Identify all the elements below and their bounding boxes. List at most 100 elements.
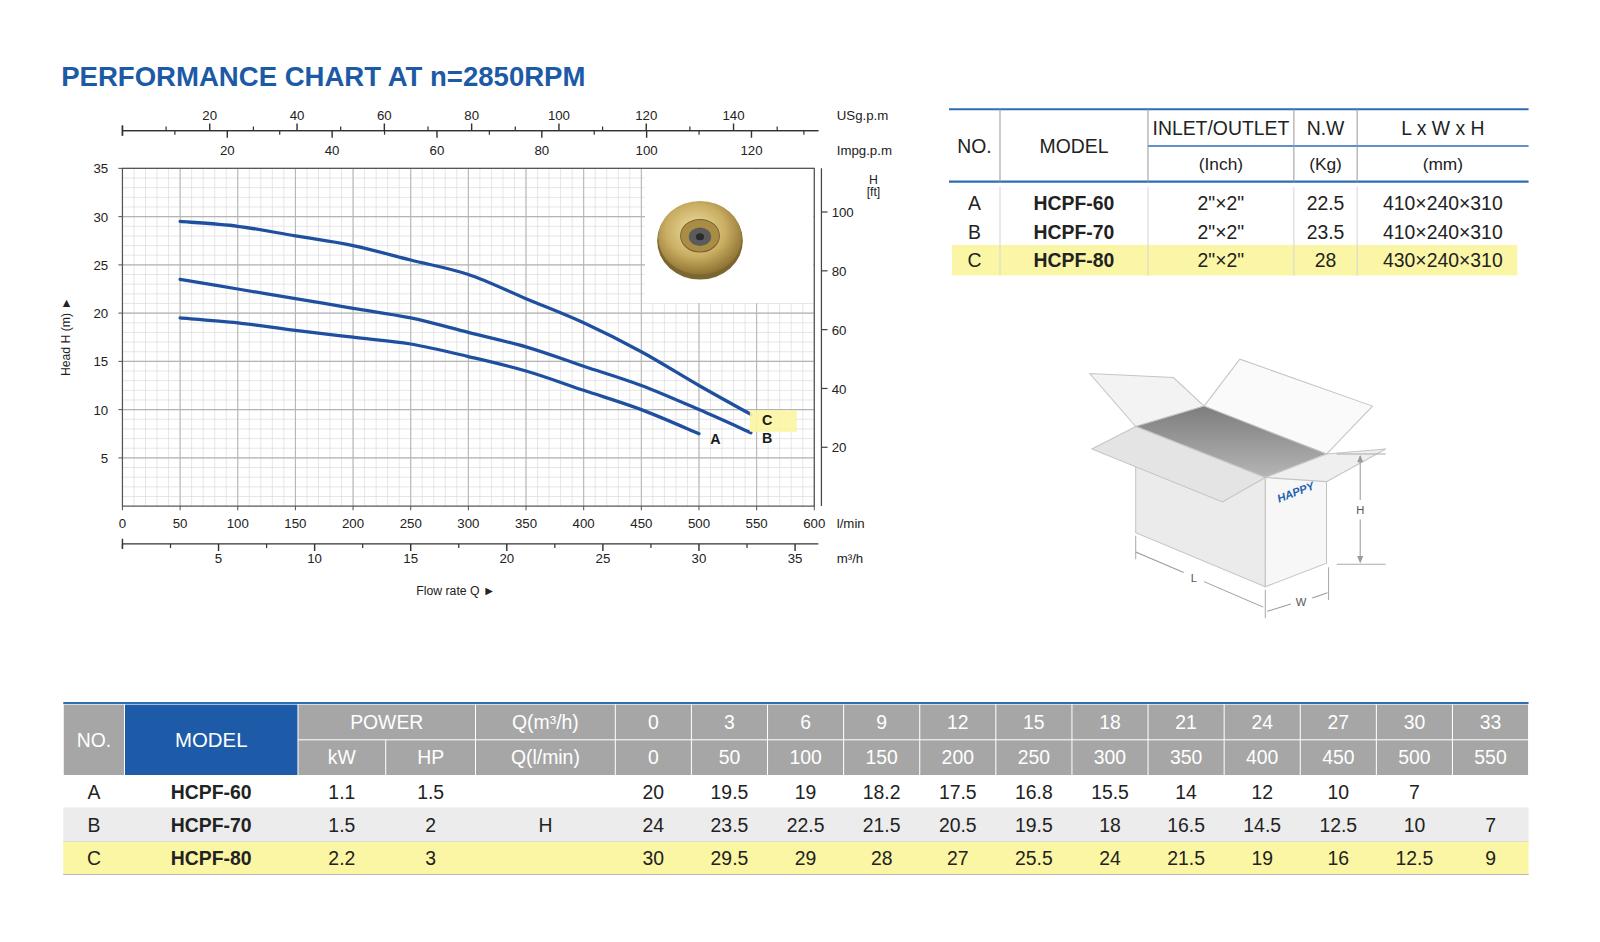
plot-background	[122, 168, 814, 506]
curve-label: C	[762, 412, 772, 428]
polygon	[1357, 455, 1363, 462]
grid-line	[180, 168, 181, 506]
column-head: 300	[1094, 746, 1127, 768]
header-cell	[996, 740, 1071, 775]
column-head: 30	[1404, 711, 1426, 733]
column-head: 0	[648, 746, 659, 768]
table-divider	[1357, 187, 1358, 276]
tick	[558, 123, 559, 130]
cell: HCPF-70	[1034, 221, 1115, 243]
grid-line	[237, 168, 238, 506]
tick	[646, 131, 647, 138]
tick	[295, 506, 296, 510]
tick	[227, 131, 228, 138]
tick	[118, 457, 122, 458]
axis-title: [ft]	[867, 185, 881, 199]
tick-label: 200	[342, 516, 364, 531]
tick	[526, 506, 527, 510]
header-cell	[476, 740, 615, 775]
column-head: 400	[1246, 746, 1279, 768]
cell: HCPF-70	[171, 814, 252, 836]
dimension-line	[1360, 456, 1361, 500]
cell: 19	[795, 781, 817, 803]
tick-label: 0	[119, 516, 126, 531]
tick	[506, 544, 507, 551]
dimension-line	[1337, 564, 1386, 565]
cell: 9	[1485, 847, 1496, 869]
tick	[118, 313, 122, 314]
axis-end	[122, 539, 123, 549]
minor-grid-line	[214, 168, 215, 506]
minor-tick	[698, 131, 699, 135]
grid-line	[122, 361, 814, 362]
tick	[821, 388, 827, 389]
minor-tick	[170, 544, 171, 548]
cell: 14.5	[1243, 814, 1281, 836]
table-divider	[999, 187, 1000, 276]
minor-grid-line	[526, 168, 527, 506]
curve	[180, 221, 751, 414]
minor-grid-line	[410, 168, 411, 506]
header-cell	[996, 705, 1071, 740]
minor-grid-line	[479, 168, 480, 506]
header-cell	[1301, 705, 1376, 740]
minor-grid-line	[157, 168, 158, 506]
axis-unit: l/min	[837, 516, 865, 531]
tick-label: 60	[430, 143, 445, 158]
minor-grid-line	[318, 168, 319, 506]
tick-label: 35	[93, 161, 108, 176]
cell: A	[968, 192, 981, 214]
header-cell	[1377, 740, 1452, 775]
cell: 430×240×310	[1383, 249, 1503, 271]
column-head: MODEL	[175, 729, 248, 751]
tick	[122, 506, 123, 510]
row-rule	[63, 874, 1528, 875]
axis-end	[122, 126, 123, 136]
cell: 12.5	[1396, 847, 1434, 869]
cell: 19	[1251, 847, 1273, 869]
column-head: NO.	[957, 135, 991, 157]
minor-tick	[384, 131, 385, 135]
minor-tick	[279, 131, 280, 135]
column-head: 150	[866, 746, 899, 768]
minor-grid-line	[422, 168, 423, 506]
minor-grid-line	[629, 168, 630, 506]
impeller-bore	[696, 233, 704, 240]
header-cell	[616, 740, 691, 775]
column-head: 250	[1018, 746, 1051, 768]
cell: 19.5	[711, 781, 749, 803]
column-head: 3	[724, 711, 735, 733]
minor-grid-line	[583, 168, 584, 506]
minor-tick	[122, 544, 123, 548]
cell: 2"×2"	[1198, 249, 1245, 271]
tick-label: 80	[464, 108, 479, 123]
minor-grid-line	[145, 168, 146, 506]
header-cell	[768, 740, 843, 775]
cell: C	[967, 249, 981, 271]
tick	[794, 544, 795, 551]
tick-label: 25	[596, 551, 611, 566]
cell: HCPF-80	[1034, 249, 1115, 271]
minor-grid-line	[595, 168, 596, 506]
tick-label: 140	[722, 108, 744, 123]
tick	[331, 131, 332, 138]
title: PERFORMANCE CHART AT n=2850RPM	[61, 61, 585, 92]
tick	[296, 123, 297, 130]
table-divider	[1147, 109, 1148, 181]
tick	[541, 131, 542, 138]
tick-label: 150	[284, 516, 306, 531]
dimension-line	[1265, 590, 1266, 619]
minor-grid-line	[572, 168, 573, 506]
dimension-line	[1328, 567, 1329, 600]
tick-label: 100	[832, 205, 854, 220]
dimension-line	[1136, 552, 1184, 572]
tick-label: 20	[832, 440, 847, 455]
grid-line	[410, 168, 411, 506]
cell: 22.5	[787, 814, 825, 836]
table-divider	[1357, 109, 1358, 181]
tick	[698, 544, 699, 551]
tick	[646, 123, 647, 130]
table-rule	[63, 702, 1528, 704]
tick	[314, 544, 315, 551]
cell: 16.8	[1015, 781, 1053, 803]
